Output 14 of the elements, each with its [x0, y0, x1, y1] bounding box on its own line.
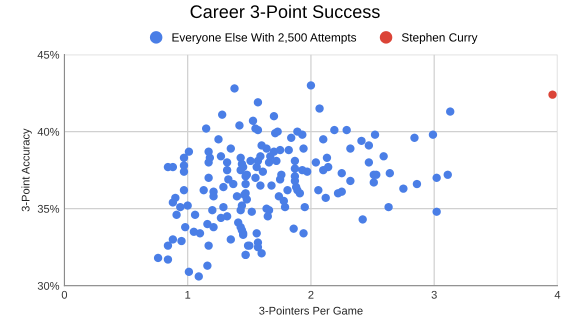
x-tick-label: 2: [308, 290, 314, 299]
x-axis-title: 3-Pointers Per Game: [259, 306, 363, 315]
chart-title: Career 3-Point Success: [190, 4, 380, 18]
y-tick-label: 30%: [38, 282, 60, 290]
y-tick-label: 40%: [38, 128, 60, 136]
x-tick-label: 0: [62, 290, 68, 299]
legend-label: Stephen Curry: [402, 32, 478, 44]
x-tick-label: 1: [185, 290, 190, 299]
legend-label: Everyone Else With 2,500 Attempts: [172, 32, 356, 44]
x-tick-label: 3: [432, 290, 437, 299]
y-tick-label: 35%: [38, 204, 60, 213]
x-tick-label: 4: [554, 290, 560, 299]
y-axis-title: 3-Point Accuracy: [21, 128, 32, 212]
y-tick-label: 45%: [38, 50, 60, 59]
